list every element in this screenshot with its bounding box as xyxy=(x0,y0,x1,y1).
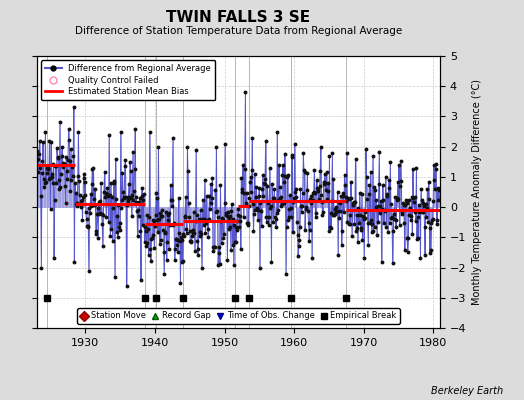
Y-axis label: Monthly Temperature Anomaly Difference (°C): Monthly Temperature Anomaly Difference (… xyxy=(472,79,482,305)
Legend: Station Move, Record Gap, Time of Obs. Change, Empirical Break: Station Move, Record Gap, Time of Obs. C… xyxy=(77,308,400,324)
Text: TWIN FALLS 3 SE: TWIN FALLS 3 SE xyxy=(166,10,311,25)
Text: Berkeley Earth: Berkeley Earth xyxy=(431,386,503,396)
Text: Difference of Station Temperature Data from Regional Average: Difference of Station Temperature Data f… xyxy=(75,26,402,36)
